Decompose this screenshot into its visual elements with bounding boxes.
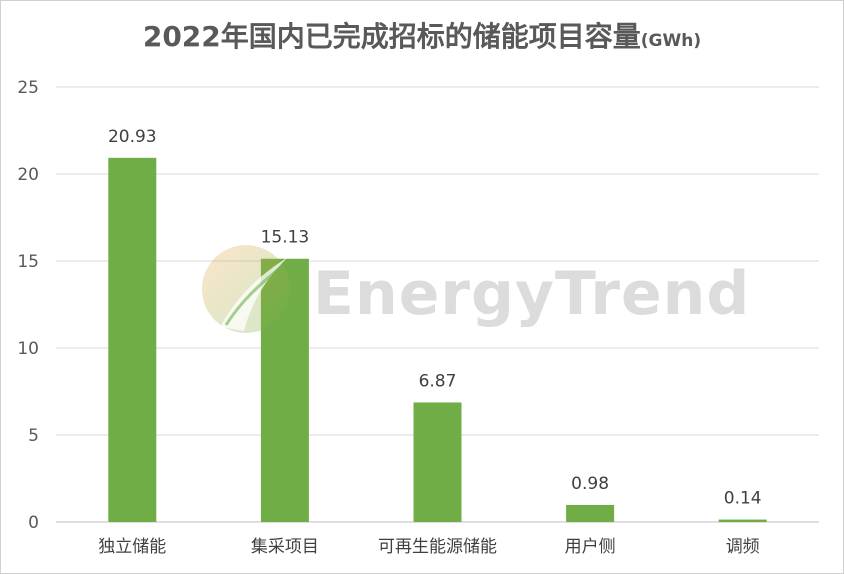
y-tick-label: 10 (17, 339, 39, 359)
labels: 0 5 10 15 20 25 20.93 独立储能 15.13 集采项目 6.87 可再生能源储能 0… (17, 78, 761, 557)
bar (718, 519, 767, 522)
category-label: 独立储能 (98, 537, 166, 557)
data-label: 6.87 (419, 371, 457, 391)
data-label: 20.93 (108, 127, 157, 147)
category-label: 集采项目 (251, 537, 319, 557)
bar (413, 402, 462, 522)
y-tick-label: 15 (17, 252, 39, 272)
y-tick-label: 25 (17, 78, 39, 98)
chart-title: 2022年国内已完成招标的储能项目容量 (142, 20, 641, 53)
y-tick-label: 5 (28, 426, 39, 446)
category-label: 用户侧 (565, 537, 616, 557)
chart-title-unit: (GWh) (640, 31, 702, 51)
bar (566, 504, 615, 522)
bar (108, 157, 157, 522)
bars (108, 157, 767, 522)
watermark-text: EnergyTrend (313, 259, 751, 329)
data-label: 0.98 (571, 474, 609, 494)
chart-title-block: 2022年国内已完成招标的储能项目容量(GWh) (1, 15, 843, 55)
category-label: 调频 (726, 537, 760, 557)
category-label: 可再生能源储能 (378, 537, 497, 557)
y-tick-label: 0 (28, 513, 39, 533)
data-label: 15.13 (261, 228, 310, 248)
data-label: 0.14 (724, 489, 762, 509)
y-tick-label: 20 (17, 165, 39, 185)
energytrend-logo-icon (202, 245, 290, 333)
